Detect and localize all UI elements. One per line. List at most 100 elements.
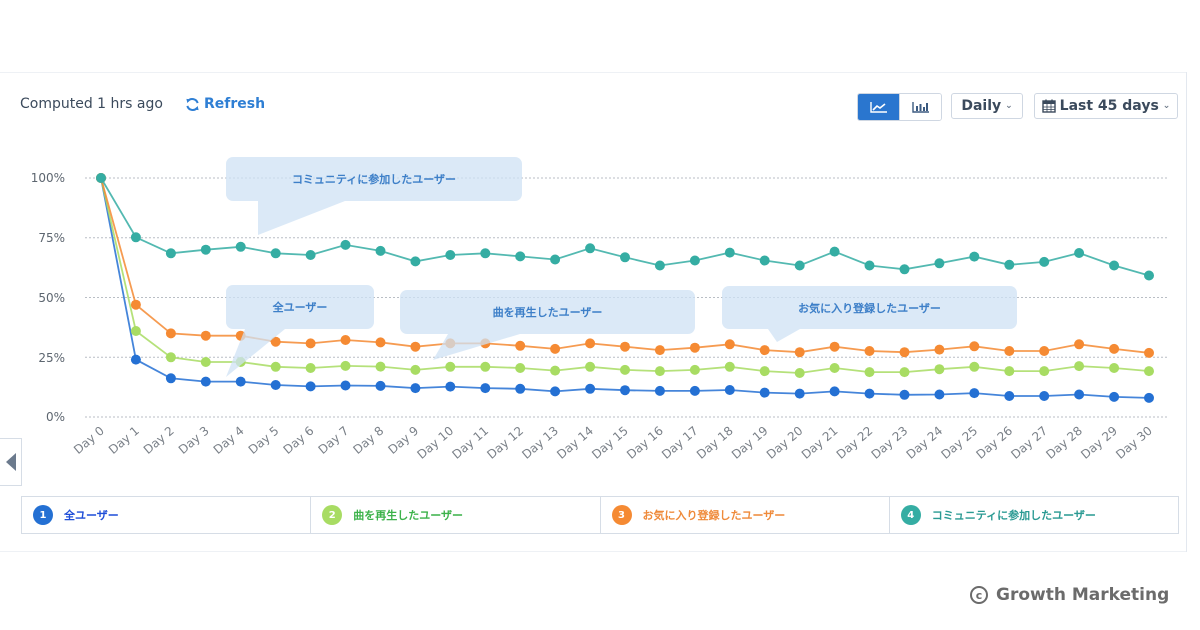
- data-point[interactable]: [864, 260, 875, 271]
- data-point[interactable]: [689, 364, 700, 375]
- data-point[interactable]: [829, 386, 840, 397]
- data-point[interactable]: [829, 363, 840, 373]
- data-point[interactable]: [515, 383, 526, 394]
- data-point[interactable]: [724, 339, 735, 350]
- data-point[interactable]: [270, 361, 281, 372]
- data-point[interactable]: [130, 326, 141, 336]
- data-point[interactable]: [864, 388, 875, 399]
- data-point[interactable]: [130, 299, 141, 310]
- data-point[interactable]: [515, 363, 526, 373]
- data-point[interactable]: [410, 256, 421, 267]
- data-point[interactable]: [829, 246, 840, 257]
- data-point[interactable]: [724, 361, 735, 372]
- data-point[interactable]: [550, 343, 561, 354]
- data-point[interactable]: [480, 383, 491, 394]
- data-point[interactable]: [1004, 391, 1015, 401]
- data-point[interactable]: [445, 381, 456, 392]
- data-point[interactable]: [620, 341, 630, 352]
- data-point[interactable]: [375, 245, 386, 256]
- date-range-dropdown[interactable]: Last 45 days ⌄: [1034, 93, 1178, 119]
- data-point[interactable]: [864, 346, 875, 356]
- data-point[interactable]: [934, 364, 945, 375]
- data-point[interactable]: [585, 338, 596, 349]
- data-point[interactable]: [654, 366, 665, 377]
- data-point[interactable]: [165, 352, 176, 363]
- data-point[interactable]: [724, 247, 735, 258]
- data-point[interactable]: [759, 345, 770, 356]
- data-point[interactable]: [165, 373, 176, 384]
- data-point[interactable]: [410, 383, 421, 394]
- data-point[interactable]: [340, 380, 351, 391]
- data-point[interactable]: [794, 388, 805, 399]
- data-point[interactable]: [689, 255, 700, 266]
- legend-item-all-users[interactable]: 1 全ユーザー: [22, 497, 312, 533]
- data-point[interactable]: [375, 337, 386, 348]
- data-point[interactable]: [1144, 347, 1154, 358]
- refresh-button[interactable]: Refresh: [185, 96, 265, 112]
- data-point[interactable]: [480, 248, 491, 259]
- data-point[interactable]: [410, 364, 421, 375]
- data-point[interactable]: [864, 367, 875, 378]
- data-point[interactable]: [934, 258, 945, 269]
- legend-item-joined-community[interactable]: 4 コミュニティに参加したユーザー: [890, 497, 1178, 533]
- data-point[interactable]: [550, 365, 561, 376]
- scroll-left-button[interactable]: [0, 438, 22, 486]
- data-point[interactable]: [1144, 270, 1154, 281]
- data-point[interactable]: [445, 361, 456, 372]
- data-point[interactable]: [270, 248, 281, 259]
- data-point[interactable]: [1039, 256, 1050, 267]
- data-point[interactable]: [1109, 363, 1120, 373]
- data-point[interactable]: [934, 344, 945, 355]
- data-point[interactable]: [515, 340, 526, 351]
- data-point[interactable]: [96, 173, 106, 183]
- data-point[interactable]: [1144, 392, 1154, 403]
- data-point[interactable]: [130, 232, 141, 243]
- data-point[interactable]: [270, 380, 281, 390]
- data-point[interactable]: [1074, 389, 1085, 400]
- data-point[interactable]: [1109, 260, 1120, 271]
- data-point[interactable]: [654, 260, 665, 271]
- data-point[interactable]: [340, 239, 351, 250]
- data-point[interactable]: [1109, 343, 1120, 354]
- data-point[interactable]: [1004, 259, 1015, 270]
- bar-chart-toggle[interactable]: [899, 94, 941, 120]
- data-point[interactable]: [305, 381, 316, 392]
- data-point[interactable]: [340, 335, 351, 345]
- data-point[interactable]: [305, 363, 316, 373]
- data-point[interactable]: [899, 347, 910, 358]
- data-point[interactable]: [1039, 346, 1050, 356]
- data-point[interactable]: [969, 388, 980, 399]
- data-point[interactable]: [515, 251, 526, 262]
- data-point[interactable]: [1109, 391, 1120, 402]
- data-point[interactable]: [1074, 339, 1085, 350]
- data-point[interactable]: [654, 345, 665, 356]
- data-point[interactable]: [759, 255, 770, 266]
- legend-item-favorited[interactable]: 3 お気に入り登録したユーザー: [601, 497, 890, 533]
- data-point[interactable]: [550, 386, 561, 397]
- data-point[interactable]: [620, 252, 630, 263]
- data-point[interactable]: [689, 385, 700, 396]
- data-point[interactable]: [585, 361, 596, 372]
- data-point[interactable]: [1144, 366, 1154, 377]
- data-point[interactable]: [620, 385, 630, 396]
- data-point[interactable]: [794, 260, 805, 271]
- data-point[interactable]: [235, 241, 246, 252]
- data-point[interactable]: [480, 361, 491, 372]
- data-point[interactable]: [969, 341, 980, 352]
- data-point[interactable]: [620, 364, 630, 375]
- data-point[interactable]: [794, 368, 805, 378]
- legend-item-played-song[interactable]: 2 曲を再生したユーザー: [311, 497, 601, 533]
- data-point[interactable]: [1074, 361, 1085, 372]
- data-point[interactable]: [165, 248, 176, 259]
- data-point[interactable]: [829, 341, 840, 352]
- data-point[interactable]: [759, 387, 770, 398]
- data-point[interactable]: [305, 338, 316, 349]
- data-point[interactable]: [689, 342, 700, 353]
- data-point[interactable]: [200, 357, 211, 367]
- data-point[interactable]: [200, 244, 211, 255]
- data-point[interactable]: [969, 251, 980, 262]
- data-point[interactable]: [1039, 391, 1050, 401]
- data-point[interactable]: [130, 354, 141, 365]
- data-point[interactable]: [375, 361, 386, 372]
- data-point[interactable]: [270, 336, 281, 347]
